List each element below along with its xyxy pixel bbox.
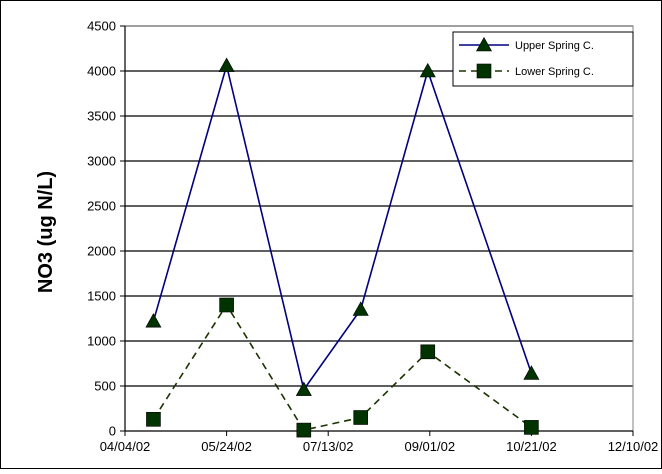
triangle-marker (523, 365, 540, 380)
triangle-marker (218, 57, 235, 72)
x-tick-label: 05/24/02 (201, 439, 252, 454)
legend-marker (475, 36, 493, 52)
y-tick-label: 4500 (87, 19, 116, 34)
y-tick-label: 1500 (87, 289, 116, 304)
y-tick-label: 3500 (87, 109, 116, 124)
square-marker (353, 410, 369, 425)
x-tick-label: 12/10/02 (608, 439, 659, 454)
triangle-marker (145, 313, 162, 328)
triangle-marker (419, 62, 436, 78)
square-marker (146, 411, 161, 427)
y-tick-label: 2000 (87, 244, 116, 259)
x-tick-label: 04/04/02 (100, 439, 151, 454)
square-marker (420, 344, 436, 360)
series-1 (145, 57, 540, 396)
series-line (152, 303, 532, 432)
y-tick-label: 500 (94, 379, 116, 394)
triangle-marker (352, 301, 369, 316)
series-line (152, 62, 533, 392)
axes: 0 500 1000 1500 2000 2500 3000 3500 4000 4500 04/0… (87, 19, 658, 455)
y-axis-title: NO3 (ug N/L) (35, 171, 57, 293)
square-marker (524, 420, 539, 435)
legend: Upper Spring C. Lower Spring C. (452, 31, 634, 87)
series-2 (146, 297, 539, 438)
series-layer (145, 57, 540, 438)
x-tick-label: 10/21/02 (506, 439, 557, 454)
legend-marker (476, 63, 492, 79)
x-tick-label: 09/01/02 (404, 439, 455, 454)
y-tick-label: 1000 (87, 334, 116, 349)
legend-label: Lower Spring C. (515, 66, 594, 78)
square-marker (296, 422, 312, 438)
legend-label: Upper Spring C. (515, 40, 594, 52)
x-tick-label: 07/13/02 (303, 439, 354, 454)
square-marker (219, 297, 234, 313)
triangle-marker (295, 381, 312, 396)
y-tick-label: 4000 (87, 64, 116, 79)
y-tick-label: 0 (109, 424, 116, 439)
y-tick-label: 2500 (87, 199, 116, 214)
y-tick-label: 3000 (87, 154, 116, 169)
